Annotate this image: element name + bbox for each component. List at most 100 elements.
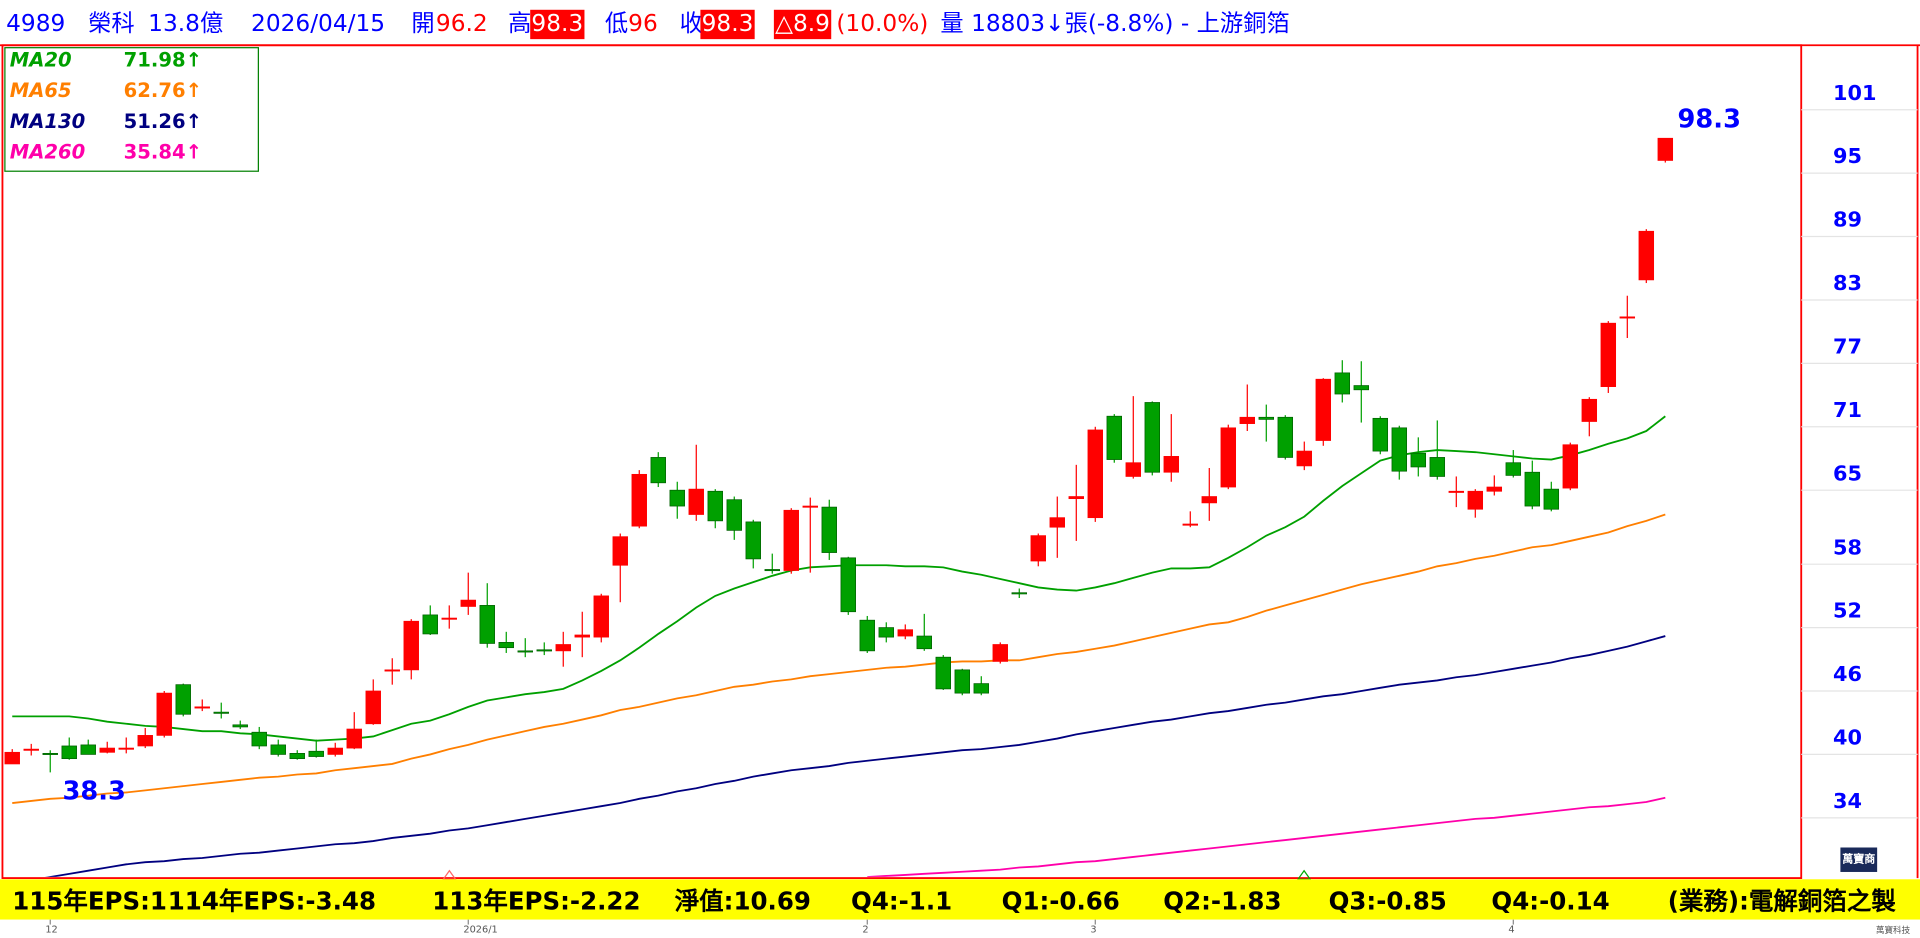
header-item: 榮科 — [88, 10, 135, 37]
y-tick-label: 83 — [1833, 271, 1862, 295]
candle-body — [935, 656, 951, 690]
candle-body — [1505, 462, 1522, 476]
candle-body — [1581, 398, 1598, 422]
header-item: (10.0%) — [836, 10, 928, 37]
candle-body — [1258, 416, 1275, 420]
candle-body — [308, 750, 324, 757]
footer-item: 114年EPS:-3.48 — [168, 887, 376, 916]
candle-body — [441, 617, 457, 620]
candle-body — [498, 642, 514, 649]
candle-body — [536, 649, 552, 652]
header-item: △8.9 — [775, 10, 830, 37]
candle-body — [1125, 462, 1142, 477]
legend: MA20 71.98↑ MA65 62.76↑ MA130 51.26↑ MA260 35.8… — [4, 47, 259, 172]
candle-body — [1144, 402, 1161, 473]
candle-body — [745, 521, 761, 560]
header-item: 4989 — [6, 10, 65, 37]
candle-body — [1448, 490, 1465, 493]
header-item: 98.3 — [702, 10, 754, 37]
candle-body — [726, 499, 742, 531]
footer-item: 淨值:10.69 — [675, 887, 811, 916]
candle-body — [1524, 471, 1541, 507]
candle-body — [821, 506, 837, 553]
candle-body — [327, 747, 343, 755]
candle-body — [365, 690, 381, 725]
candle-body — [954, 669, 970, 694]
footer: 115年EPS:1 114年EPS:-3.48 113年EPS:-2.22 淨值:10… — [12, 887, 1896, 916]
header-item: 98.3 — [531, 10, 583, 37]
candle-body — [1201, 496, 1218, 504]
footer-item: Q4:-0.14 — [1491, 887, 1609, 916]
logo-box — [1840, 847, 1878, 872]
candle-body — [783, 509, 799, 571]
candle-body — [232, 724, 248, 728]
header-item: 13.8億 — [148, 10, 223, 37]
y-tick-label: 89 — [1833, 208, 1862, 232]
candle-body — [479, 605, 495, 644]
y-tick-label: 34 — [1833, 789, 1862, 813]
header-item: 96.2 — [436, 10, 488, 37]
candle-body — [137, 735, 153, 747]
candle-body — [650, 457, 666, 484]
candle-body — [1087, 429, 1103, 519]
footer-bar — [0, 879, 1920, 920]
candle-body — [1296, 450, 1313, 467]
legend-label: MA20 — [10, 49, 72, 72]
candle-body — [194, 706, 210, 709]
candle-body — [840, 557, 856, 613]
x-tick-label: 2026/1 — [463, 924, 497, 935]
date-strip — [0, 919, 1920, 938]
x-tick-label: 4 — [1508, 924, 1514, 935]
legend-value: 51.26↑ — [124, 110, 202, 133]
header-item: 96 — [628, 10, 658, 37]
logo: 萬寶商 — [1842, 852, 1875, 866]
legend-value: 71.98↑ — [124, 49, 202, 72]
candle-body — [251, 731, 267, 747]
plot-frame — [1, 44, 1803, 879]
candle-body — [688, 488, 704, 515]
footer-item: 113年EPS:-2.22 — [432, 887, 640, 916]
candle-body — [1106, 415, 1122, 460]
candle-body — [1068, 496, 1084, 500]
header-item: 開 — [411, 10, 434, 37]
y-tick-label: 95 — [1833, 144, 1862, 168]
footer-item: (業務):電解銅箔之製 — [1668, 887, 1897, 916]
footer-item: 115年EPS:1 — [12, 887, 167, 916]
candle-body — [118, 747, 134, 750]
candle-body — [1543, 488, 1560, 510]
y-tick-label: 77 — [1833, 334, 1862, 358]
candle-body — [422, 614, 438, 635]
candle-body — [175, 684, 191, 715]
header: 4989 榮科 13.8億 2026/04/15 開 96.2 高 98.3 低 96 收98.3 △… — [6, 9, 1290, 40]
candle-body — [612, 536, 628, 566]
candle-body — [1391, 427, 1408, 472]
candle-body — [593, 595, 609, 638]
candle-body — [764, 569, 780, 572]
footer-item: Q1:-0.66 — [1002, 887, 1120, 916]
candle-body — [1334, 372, 1351, 395]
ma-line — [12, 513, 1666, 804]
low-marker: 38.3 — [62, 776, 125, 806]
legend-box — [4, 47, 259, 172]
legend-value: 62.76↑ — [124, 79, 202, 102]
y-tick-label: 71 — [1833, 398, 1862, 422]
x-axis: 12 2026/1 2 3 4 — [45, 919, 1515, 935]
ma-line — [45, 635, 1666, 877]
candle-body — [1277, 416, 1294, 458]
header-item: 高 — [508, 10, 531, 37]
candle-body — [878, 627, 894, 638]
high-marker: 98.3 — [1678, 104, 1741, 134]
candle-body — [346, 728, 362, 749]
plot: 98.3 38.3 — [4, 104, 1741, 877]
candle-body — [42, 752, 58, 755]
candle-body — [1353, 385, 1370, 391]
header-item: 收 — [680, 10, 703, 37]
y-tick-label: 58 — [1833, 535, 1862, 559]
legend-value: 35.84↑ — [124, 140, 202, 163]
candle-body — [1638, 230, 1655, 281]
ma-line — [867, 796, 1666, 877]
footer-item: Q4:-1.1 — [851, 887, 952, 916]
candle-body — [1011, 592, 1027, 595]
